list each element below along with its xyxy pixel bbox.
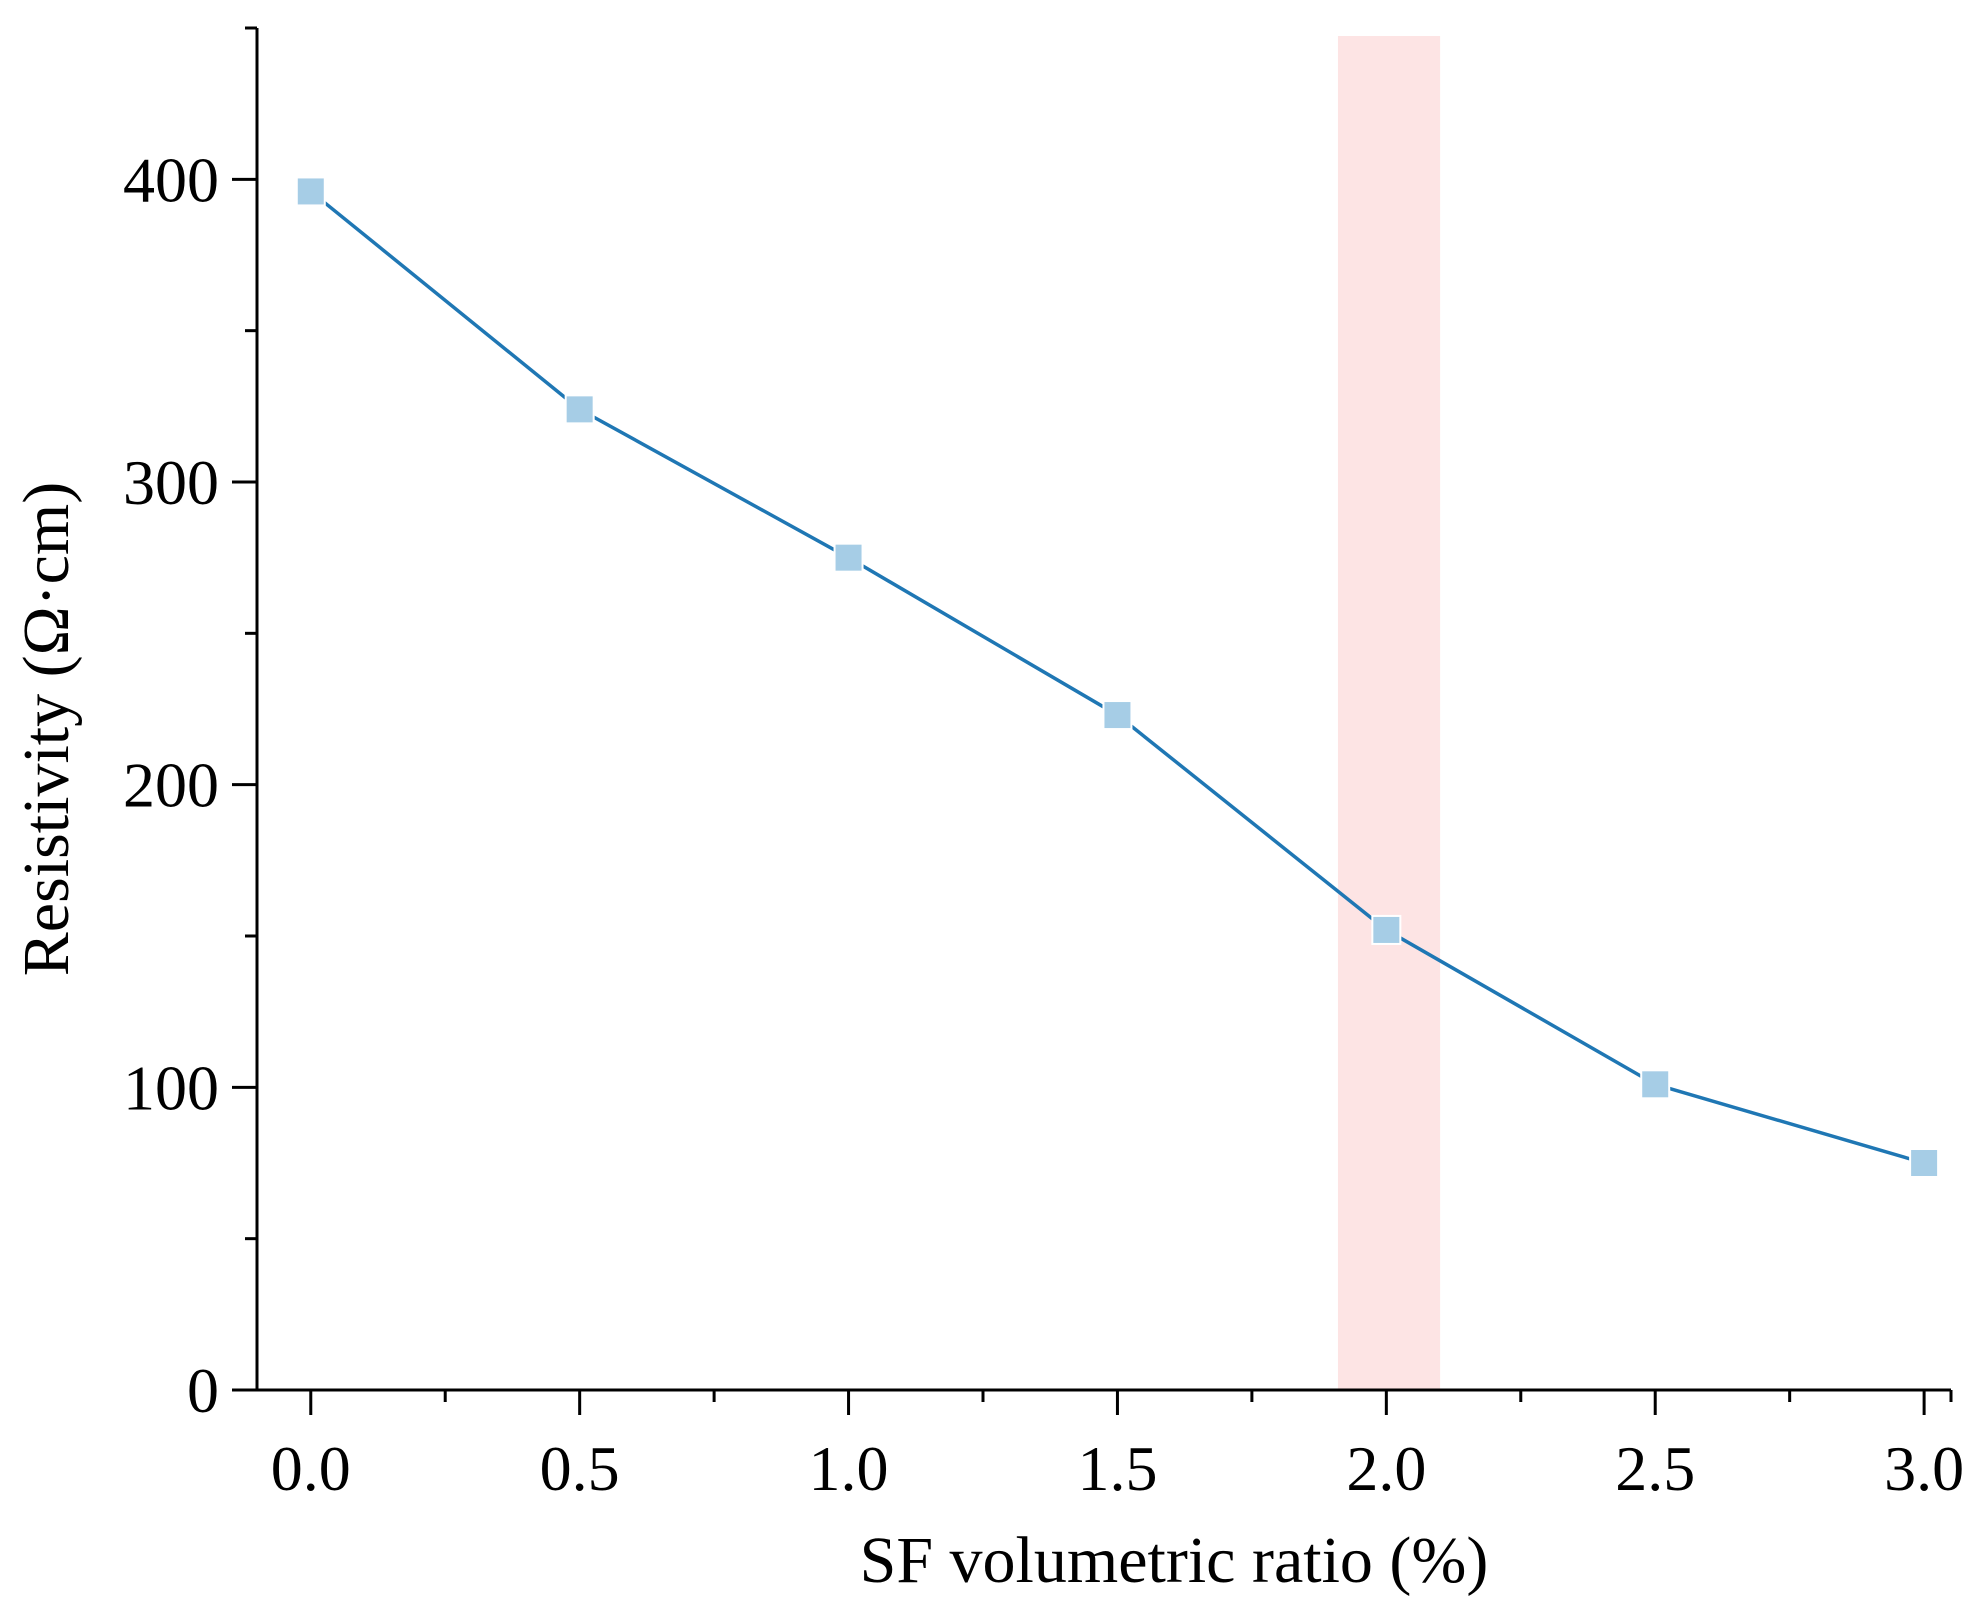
highlight-band bbox=[1337, 36, 1441, 1390]
x-tick-label: 0.0 bbox=[271, 1433, 351, 1504]
ticks: 0 100 200 300 400 0.0 0.5 1.0 1.5 2.0 2.5 3.0 bbox=[123, 26, 1964, 1504]
x-axis-title: SF volumetric ratio (%) bbox=[860, 1524, 1489, 1597]
data-point-marker bbox=[1640, 1069, 1671, 1100]
axes bbox=[232, 28, 1951, 1392]
highlight-band-layer bbox=[1337, 36, 1441, 1390]
data-point-marker bbox=[1102, 700, 1133, 731]
x-tick-label: 2.5 bbox=[1615, 1433, 1695, 1504]
y-axis-title: Resistivity (Ω·cm) bbox=[10, 482, 83, 976]
data-point-marker bbox=[295, 176, 326, 207]
data-point-marker bbox=[564, 394, 595, 425]
series-line bbox=[309, 190, 1925, 1165]
x-tick-label: 3.0 bbox=[1884, 1433, 1964, 1504]
series-layer bbox=[295, 176, 1940, 1178]
y-tick-label: 200 bbox=[123, 750, 219, 821]
x-tick-label: 0.5 bbox=[540, 1433, 620, 1504]
data-point-marker bbox=[1371, 914, 1402, 945]
y-tick-label: 0 bbox=[187, 1355, 219, 1426]
data-point-marker bbox=[1909, 1148, 1940, 1178]
x-tick-label: 2.0 bbox=[1346, 1433, 1426, 1504]
y-tick-label: 400 bbox=[123, 144, 219, 215]
x-tick-label: 1.5 bbox=[1077, 1433, 1157, 1504]
x-tick-label: 1.0 bbox=[809, 1433, 889, 1504]
data-point-marker bbox=[833, 542, 864, 573]
y-tick-label: 300 bbox=[123, 447, 219, 518]
y-tick-label: 100 bbox=[123, 1052, 219, 1123]
